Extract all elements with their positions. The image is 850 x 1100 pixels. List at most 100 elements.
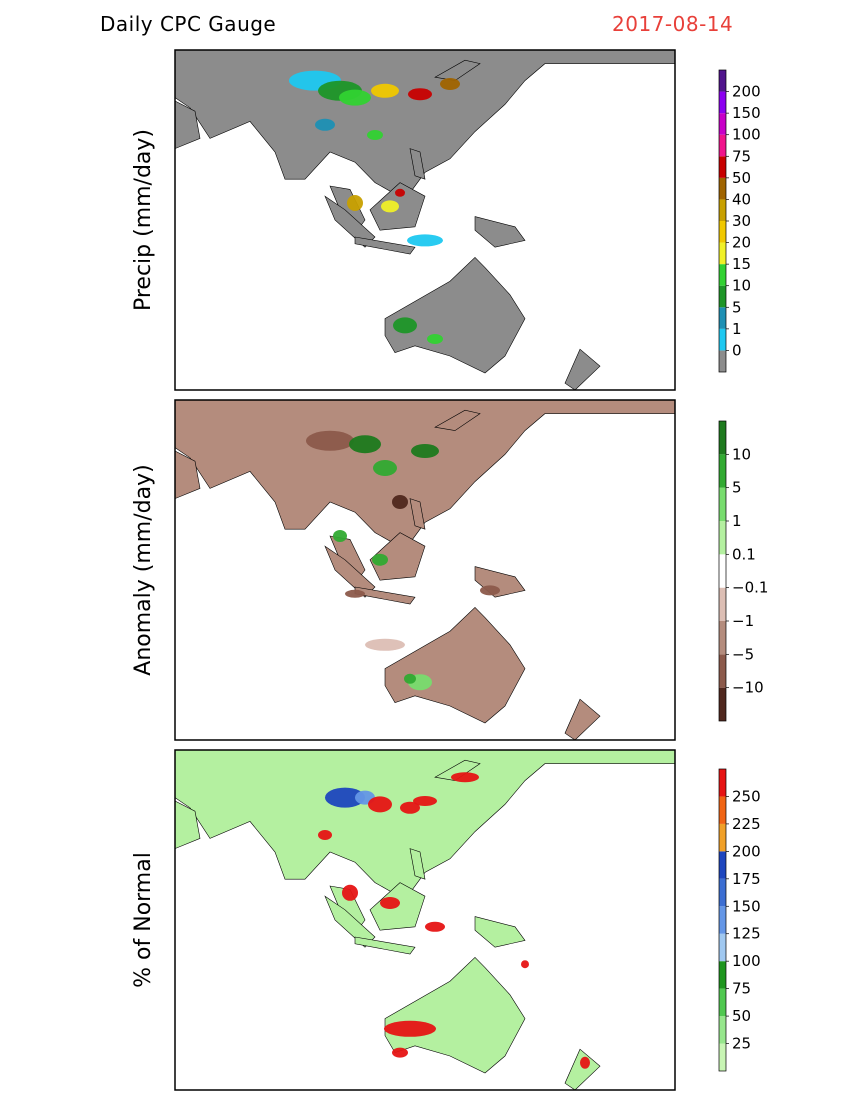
panel-2-field-patch	[373, 460, 397, 476]
panel-1-colorbar-label: 0	[732, 341, 742, 359]
panel-1-colorbar-swatch	[719, 113, 726, 135]
panel-2-colorbar-swatch	[719, 521, 726, 555]
panel-1-field-patch	[407, 234, 443, 247]
panel-3-field-patch	[368, 796, 392, 813]
panel-3-field-patch	[413, 796, 437, 806]
panel-2-colorbar-label: 5	[732, 479, 742, 497]
panel-2-colorbar-label: −5	[732, 645, 754, 663]
panel-1-field-patch	[367, 130, 383, 140]
panel-2-colorbar-swatch	[719, 654, 726, 688]
panel-3-field-patch	[400, 801, 420, 814]
panel-3-colorbar-label: 50	[732, 1007, 751, 1025]
panel-1-colorbar-swatch	[719, 70, 726, 92]
panel-1: Precip (mm/day)0151015203040507510015020…	[131, 49, 761, 391]
panel-2-colorbar-label: −10	[732, 679, 764, 697]
panel-1-field-patch	[395, 188, 405, 197]
panel-3-map-frame	[174, 749, 676, 1091]
panel-2-colorbar-swatch	[719, 454, 726, 488]
panel-2-colorbar-swatch	[719, 621, 726, 655]
panel-2-field-patch	[365, 638, 405, 651]
panel-2-ylabel: Anomaly (mm/day)	[131, 464, 156, 675]
panel-2-colorbar-label: 0.1	[732, 545, 756, 563]
panel-2-colorbar-label: 10	[732, 445, 751, 463]
panel-3-colorbar-label: 175	[732, 870, 761, 888]
panel-2: Anomaly (mm/day) −10 −5 −1 −0.1 0.1 1 5 10	[131, 399, 768, 741]
panel-3-colorbar-label: 150	[732, 897, 761, 915]
panel-1-colorbar-label: 200	[732, 83, 761, 101]
figure-title: Daily CPC Gauge	[100, 12, 277, 36]
panel-1-land-java	[354, 236, 416, 255]
panel-3-colorbar-label: 75	[732, 980, 751, 998]
panel-2-field-patch	[349, 435, 381, 454]
panel-2-colorbar-label: −0.1	[732, 579, 768, 597]
panel-3-colorbar-swatch	[719, 933, 726, 962]
panel-1-land-australia	[384, 256, 526, 374]
panel-2-colorbar-frame	[718, 420, 727, 722]
panel-3-colorbar-swatch	[719, 961, 726, 989]
panel-1-colorbar-swatch	[719, 242, 726, 265]
panel-3-colorbar-label: 100	[732, 952, 761, 970]
panel-2-land-philippines	[409, 498, 426, 530]
panel-3-land-java	[354, 936, 416, 955]
panel-1-colorbar-label: 75	[732, 147, 751, 165]
panel-3-land-asia	[174, 749, 676, 900]
panel-2-land-asia	[174, 399, 676, 550]
panel-2-colorbar-swatch	[719, 554, 726, 588]
panel-1-colorbar-swatch	[719, 199, 726, 221]
panel-1-field-patch	[339, 89, 371, 106]
panel-1-colorbar-label: 15	[732, 255, 751, 273]
panel-3: % of Normal 25 50 75 100 125 150 175 200 225 250	[131, 749, 761, 1091]
panel-1-field-patch	[347, 195, 363, 211]
panel-2-colorbar-label: −1	[732, 612, 754, 630]
panel-2-field-patch	[306, 430, 354, 451]
panel-3-colorbar-swatch	[719, 851, 726, 879]
panel-2-colorbar-swatch	[719, 687, 726, 721]
panel-1-colorbar-label: 150	[732, 104, 761, 122]
panel-2-field-patch	[345, 589, 365, 598]
panel-1-colorbar-swatch	[719, 285, 726, 308]
panel-3-field-patch	[392, 1047, 408, 1058]
panel-3-colorbar-swatch	[719, 1016, 726, 1044]
panel-1-colorbar-label: 40	[732, 190, 751, 208]
panel-1-colorbar-swatch	[719, 134, 726, 157]
panel-1-field-patch	[393, 317, 417, 334]
panel-1-field-patch	[371, 83, 399, 98]
panel-1-field-patch	[440, 78, 460, 90]
panel-1-colorbar-label: 30	[732, 212, 751, 230]
panel-3-field-patch	[325, 787, 365, 808]
panel-3-land-japan	[434, 759, 481, 781]
panel-3-colorbar-swatch	[719, 1043, 726, 1071]
panel-1-colorbar-swatch	[719, 307, 726, 329]
panel-2-colorbar-label: 1	[732, 512, 742, 530]
panel-1-colorbar-swatch	[719, 91, 726, 114]
panel-1-land-newguinea	[474, 216, 526, 248]
panel-2-land-borneo	[369, 532, 426, 581]
panel-3-field-patch	[451, 772, 479, 783]
panel-1-colorbar-label: 1	[732, 320, 742, 338]
panel-2-field-patch	[392, 495, 408, 509]
panel-2-field-patch	[372, 553, 388, 566]
panel-1-colorbar-label: 20	[732, 234, 751, 252]
panel-3-colorbar-label: 250	[732, 787, 761, 805]
panel-3-field-patch	[380, 897, 400, 909]
panel-3-ylabel: % of Normal	[131, 852, 156, 988]
panel-3-field-patch	[318, 830, 332, 840]
panel-3-field-patch	[580, 1056, 590, 1069]
panel-2-field-patch	[333, 530, 347, 542]
panel-1-colorbar-swatch	[719, 350, 726, 372]
panel-3-colorbar-label: 200	[732, 842, 761, 860]
panel-1-colorbar-swatch	[719, 264, 726, 286]
panel-3-colorbar-swatch	[719, 769, 726, 797]
panel-3-colorbar-label: 25	[732, 1035, 751, 1053]
panel-1-colorbar-swatch	[719, 156, 726, 178]
panel-2-colorbar-swatch	[719, 421, 726, 455]
panel-2-land-australia	[384, 606, 526, 724]
panel-2-map-frame	[174, 399, 676, 741]
panel-2-field-patch	[411, 444, 439, 458]
panel-3-colorbar-frame	[718, 768, 727, 1072]
panel-3-field-patch	[521, 960, 529, 969]
panel-1-ylabel: Precip (mm/day)	[131, 129, 156, 311]
panel-3-land-philippines	[409, 848, 426, 880]
panel-3-land-newguinea	[474, 916, 526, 948]
panel-1-colorbar-swatch	[719, 177, 726, 200]
